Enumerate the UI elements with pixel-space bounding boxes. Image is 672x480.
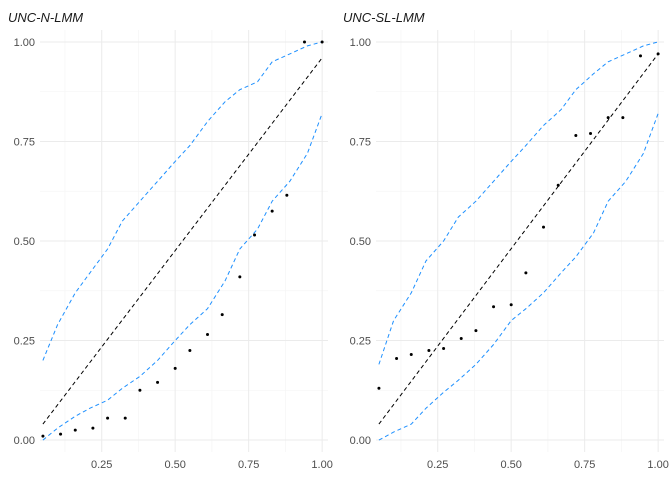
y-tick-label: 0.25 <box>350 336 371 348</box>
data-point <box>138 388 142 392</box>
data-point <box>409 352 413 356</box>
x-tick-label: 1.00 <box>311 459 332 471</box>
lower-band-line <box>378 113 659 441</box>
data-point <box>377 386 381 390</box>
data-point <box>188 348 192 352</box>
data-point <box>41 434 45 438</box>
panel-title-unc-n-lmm: UNC-N-LMM <box>8 10 83 25</box>
data-point <box>427 348 431 352</box>
y-tick-label: 0.25 <box>14 336 35 348</box>
data-point <box>285 193 289 197</box>
y-tick-label: 0.50 <box>350 236 371 248</box>
data-point <box>574 134 578 137</box>
y-tick-label: 0.00 <box>14 435 35 447</box>
data-point <box>73 428 77 432</box>
data-point <box>270 209 274 213</box>
data-point <box>106 416 110 420</box>
panel-unc-sl-lmm: UNC-SL-LMM 0.25 0.50 0.75 1.00 0.00 0.25 0.50 0… <box>343 10 669 471</box>
y-tick-label: 0.75 <box>350 136 371 148</box>
y-tick-label: 0.75 <box>14 136 35 148</box>
data-point <box>459 337 463 341</box>
data-point <box>556 183 560 187</box>
x-tick-label: 0.50 <box>500 459 521 471</box>
data-point <box>302 40 306 44</box>
x-tick-label: 0.25 <box>427 459 448 471</box>
data-point <box>492 305 496 309</box>
y-tick-label: 0.50 <box>14 236 35 248</box>
data-point <box>474 329 478 333</box>
data-point <box>156 380 160 384</box>
data-point <box>253 233 257 237</box>
data-point <box>220 313 224 317</box>
data-point <box>589 132 593 136</box>
data-point <box>206 333 210 337</box>
data-point <box>442 346 446 350</box>
data-point <box>638 54 642 58</box>
upper-band-line <box>378 41 659 365</box>
data-point <box>320 40 324 44</box>
data-point <box>656 52 660 56</box>
lower-band-line <box>42 113 323 441</box>
x-tick-label: 0.75 <box>574 459 595 471</box>
reference-line <box>378 53 659 425</box>
data-point <box>542 225 546 229</box>
x-tick-label: 0.50 <box>164 459 185 471</box>
data-point <box>606 116 610 120</box>
data-point <box>238 275 242 279</box>
upper-band-line <box>42 41 323 361</box>
x-tick-label: 0.25 <box>91 459 112 471</box>
y-tick-label: 0.00 <box>350 435 371 447</box>
data-point <box>621 116 625 120</box>
data-point <box>123 416 127 420</box>
data-point <box>59 432 63 436</box>
data-point <box>524 271 528 275</box>
y-tick-label: 1.00 <box>14 37 35 49</box>
data-point <box>91 426 95 430</box>
data-point <box>509 303 513 307</box>
x-tick-label: 1.00 <box>647 459 668 471</box>
x-tick-label: 0.75 <box>238 459 259 471</box>
panel-title-unc-sl-lmm: UNC-SL-LMM <box>343 10 425 25</box>
y-tick-label: 1.00 <box>350 37 371 49</box>
data-point <box>395 356 399 360</box>
data-point <box>173 366 177 370</box>
panel-unc-n-lmm: UNC-N-LMM 0.25 0.50 0.75 1.00 0.00 0.25 0.50 0.… <box>8 10 333 471</box>
